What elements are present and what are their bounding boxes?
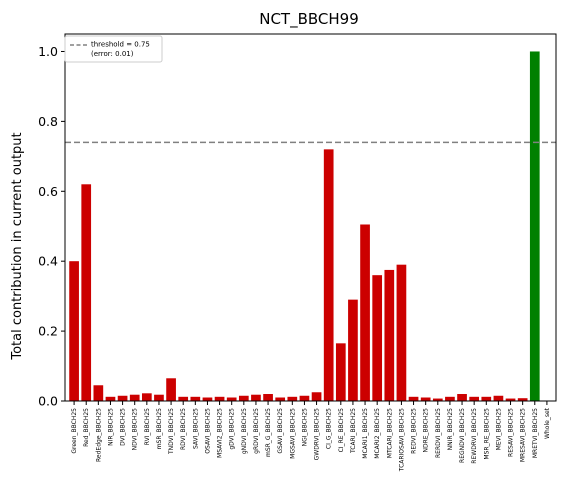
x-tick-label-3: NIR_BBCH25 bbox=[107, 408, 114, 446]
bar-24 bbox=[360, 224, 370, 401]
x-tick-label-20: GWDRVI_BBCH25 bbox=[314, 408, 321, 461]
bar-0 bbox=[69, 261, 79, 401]
legend: threshold = 0.75 (error: 0.01) bbox=[64, 35, 163, 63]
x-tick-label-14: gNDVI_BBCH25 bbox=[241, 408, 248, 454]
bar-6 bbox=[141, 393, 152, 401]
legend-box bbox=[64, 35, 163, 63]
bar-10 bbox=[190, 396, 201, 401]
bar-30 bbox=[432, 398, 443, 401]
bar-7 bbox=[154, 394, 164, 401]
bar-13 bbox=[226, 397, 237, 401]
plot-area: 0.0 0.2 0.4 0.6 0.8 1.0 Green_BBCH25 Red_BBCH25… bbox=[38, 33, 557, 472]
x-tick-label-7: mSR_BBCH25 bbox=[156, 408, 163, 449]
bar-37 bbox=[517, 398, 528, 401]
x-tick-label-18: MGSAVI_BBCH25 bbox=[289, 408, 296, 459]
y-tick-label-1: 0.2 bbox=[38, 324, 58, 339]
x-tick-label-6: RVI_BBCH25 bbox=[144, 408, 151, 445]
x-tick-label-9: RDVI_BBCH25 bbox=[180, 408, 187, 450]
x-tick-label-26: MTCARI_BBCH25 bbox=[386, 408, 393, 458]
bar-18 bbox=[287, 396, 298, 401]
bar-38 bbox=[529, 51, 540, 401]
x-tick-label-15: gRDVI_BBCH25 bbox=[253, 408, 260, 454]
bar-33 bbox=[469, 396, 480, 401]
x-tick-label-22: CI_RE_BBCH25 bbox=[338, 408, 345, 453]
x-tick-label-8: TNDVI_BBCH25 bbox=[168, 408, 175, 455]
bar-17 bbox=[275, 397, 286, 401]
bar-8 bbox=[166, 378, 176, 401]
x-tick-label-23: TCARI_BBCH25 bbox=[350, 408, 357, 454]
x-tick-label-39: Whole_set bbox=[544, 407, 551, 439]
bar-36 bbox=[505, 398, 516, 401]
bar-32 bbox=[457, 394, 467, 401]
x-tick-label-2: RedEdge_BBCH25 bbox=[95, 408, 102, 462]
y-tick-label-5: 1.0 bbox=[38, 44, 58, 59]
bar-21 bbox=[323, 149, 334, 401]
y-axis-label: Total contribution in current output bbox=[10, 132, 25, 360]
bar-28 bbox=[408, 396, 419, 401]
chart-title: NCT_BBCH99 bbox=[259, 10, 359, 29]
x-tick-label-30: RERDVI_BBCH25 bbox=[435, 408, 442, 458]
bar-2 bbox=[93, 385, 104, 401]
bar-1 bbox=[81, 184, 92, 401]
x-tick-label-24: MCARI1_BBCH25 bbox=[362, 408, 369, 459]
bar-5 bbox=[129, 394, 140, 401]
x-tick-label-34: MSR_RE_BBCH25 bbox=[483, 408, 490, 460]
bar-31 bbox=[445, 396, 455, 401]
x-tick-label-5: NDVI_BBCH25 bbox=[132, 408, 139, 451]
x-tick-label-19: NGI_BBCH25 bbox=[301, 408, 308, 447]
bar-3 bbox=[105, 396, 116, 401]
bar-35 bbox=[493, 395, 504, 401]
x-tick-label-17: GSAVI_BBCH25 bbox=[277, 408, 284, 454]
bar-25 bbox=[372, 275, 383, 401]
bar-11 bbox=[202, 397, 213, 401]
x-tick-label-36: RESAVI_BBCH25 bbox=[508, 408, 515, 457]
y-tick-label-4: 0.8 bbox=[38, 114, 58, 129]
legend-entry-error: (error: 0.01) bbox=[91, 50, 134, 58]
x-tick-label-28: REDVI_BBCH25 bbox=[411, 408, 418, 454]
x-tick-label-33: REWDRVI_BBCH25 bbox=[471, 408, 478, 464]
bar-9 bbox=[178, 396, 189, 401]
y-tick-label-2: 0.4 bbox=[38, 254, 58, 269]
x-tick-label-12: MSAVI2_BBCH25 bbox=[217, 408, 224, 458]
x-tick-label-29: NDRE_BBCH25 bbox=[423, 408, 430, 453]
bar-14 bbox=[238, 395, 249, 401]
x-tick-label-31: NNIR_BBCH25 bbox=[447, 408, 454, 451]
x-tick-label-25: MCARI2_BBCH25 bbox=[374, 408, 381, 459]
bar-12 bbox=[214, 396, 225, 401]
x-tick-label-11: OSAVI_BBCH25 bbox=[204, 408, 211, 454]
x-tick-label-0: Green_BBCH25 bbox=[71, 408, 78, 454]
bar-15 bbox=[251, 394, 261, 401]
x-tick-label-1: Red_BBCH25 bbox=[83, 408, 90, 447]
bar-29 bbox=[420, 397, 431, 401]
bar-27 bbox=[396, 264, 407, 401]
bar-19 bbox=[299, 395, 310, 401]
x-tick-label-21: CI_G_BBCH25 bbox=[326, 408, 333, 449]
x-tick-label-35: MEVI_BBCH25 bbox=[495, 408, 502, 450]
x-tick-label-13: gDVI_BBCH25 bbox=[229, 408, 236, 450]
x-tick-label-16: mSR_G_BBCH25 bbox=[265, 408, 272, 457]
bar-22 bbox=[335, 343, 346, 401]
bar-16 bbox=[263, 394, 273, 401]
bar-20 bbox=[311, 392, 322, 401]
x-tick-label-4: DVI_BBCH25 bbox=[120, 408, 127, 446]
bar-34 bbox=[481, 396, 492, 401]
y-tick-label-0: 0.0 bbox=[38, 394, 58, 409]
x-tick-label-10: SAVI_BBCH25 bbox=[192, 408, 199, 449]
legend-entry-threshold: threshold = 0.75 bbox=[91, 41, 150, 49]
x-tick-label-32: REGNDVI_BBCH25 bbox=[459, 408, 466, 463]
bar-26 bbox=[384, 269, 395, 401]
plot-frame bbox=[64, 33, 557, 402]
x-tick-label-38: MRETVI_BBCH25 bbox=[532, 408, 539, 458]
x-tick-label-37: MRESAVI_BBCH25 bbox=[520, 408, 527, 462]
y-tick-label-3: 0.6 bbox=[38, 184, 58, 199]
bar-4 bbox=[117, 395, 128, 401]
x-tick-label-27: TCARIOSAVI_BBCH25 bbox=[398, 408, 405, 472]
bar-23 bbox=[348, 299, 358, 401]
